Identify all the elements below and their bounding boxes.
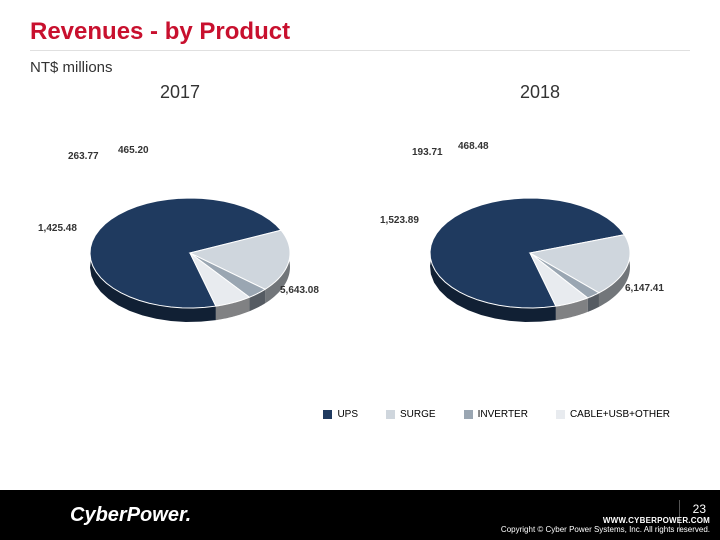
pie-data-label: 193.71 <box>412 147 443 158</box>
year-right: 2018 <box>360 76 720 103</box>
pie-data-label: 263.77 <box>68 151 99 162</box>
legend-item: UPS <box>323 409 358 420</box>
page-number: 23 <box>693 502 706 516</box>
pie-2017: 5,643.081,425.48263.77465.20 <box>60 113 320 393</box>
logo-text-a: Cyber <box>70 504 127 526</box>
pie-data-label: 468.48 <box>458 141 489 152</box>
pie-2018: 6,147.411,523.89193.71468.48 <box>400 113 660 393</box>
year-left: 2017 <box>0 76 360 103</box>
divider <box>30 50 690 51</box>
legend-swatch <box>386 410 395 419</box>
pie-data-label: 465.20 <box>118 145 149 156</box>
logo-text-b: Power. <box>127 504 191 526</box>
footer-url: WWW.CYBERPOWER.COM <box>501 516 710 525</box>
legend-item: INVERTER <box>464 409 528 420</box>
legend-label: INVERTER <box>478 409 528 420</box>
pie-data-label: 1,523.89 <box>380 215 419 226</box>
page-title: Revenues - by Product <box>0 0 720 50</box>
legend-label: UPS <box>337 409 358 420</box>
legend-swatch <box>323 410 332 419</box>
pie-data-label: 6,147.41 <box>625 283 664 294</box>
pie-svg <box>60 113 320 393</box>
legend-label: SURGE <box>400 409 436 420</box>
page-subtitle: NT$ millions <box>0 59 720 76</box>
legend: UPS SURGE INVERTER CABLE+USB+OTHER <box>0 403 720 420</box>
footer-bar: CyberPower. 23 WWW.CYBERPOWER.COM Copyri… <box>0 490 720 540</box>
pie-data-label: 5,643.08 <box>280 285 319 296</box>
logo: CyberPower. <box>0 504 191 527</box>
footer-right: WWW.CYBERPOWER.COM Copyright © Cyber Pow… <box>501 516 710 534</box>
legend-label: CABLE+USB+OTHER <box>570 409 670 420</box>
charts-area: 5,643.08 1,425.48 263.77 465.20 6,147.41 1,5… <box>0 103 720 403</box>
year-row: 2017 2018 <box>0 76 720 103</box>
legend-swatch <box>556 410 565 419</box>
footer-copyright: Copyright © Cyber Power Systems, Inc. Al… <box>501 525 710 534</box>
legend-item: CABLE+USB+OTHER <box>556 409 670 420</box>
legend-item: SURGE <box>386 409 436 420</box>
legend-swatch <box>464 410 473 419</box>
pie-data-label: 1,425.48 <box>38 223 77 234</box>
